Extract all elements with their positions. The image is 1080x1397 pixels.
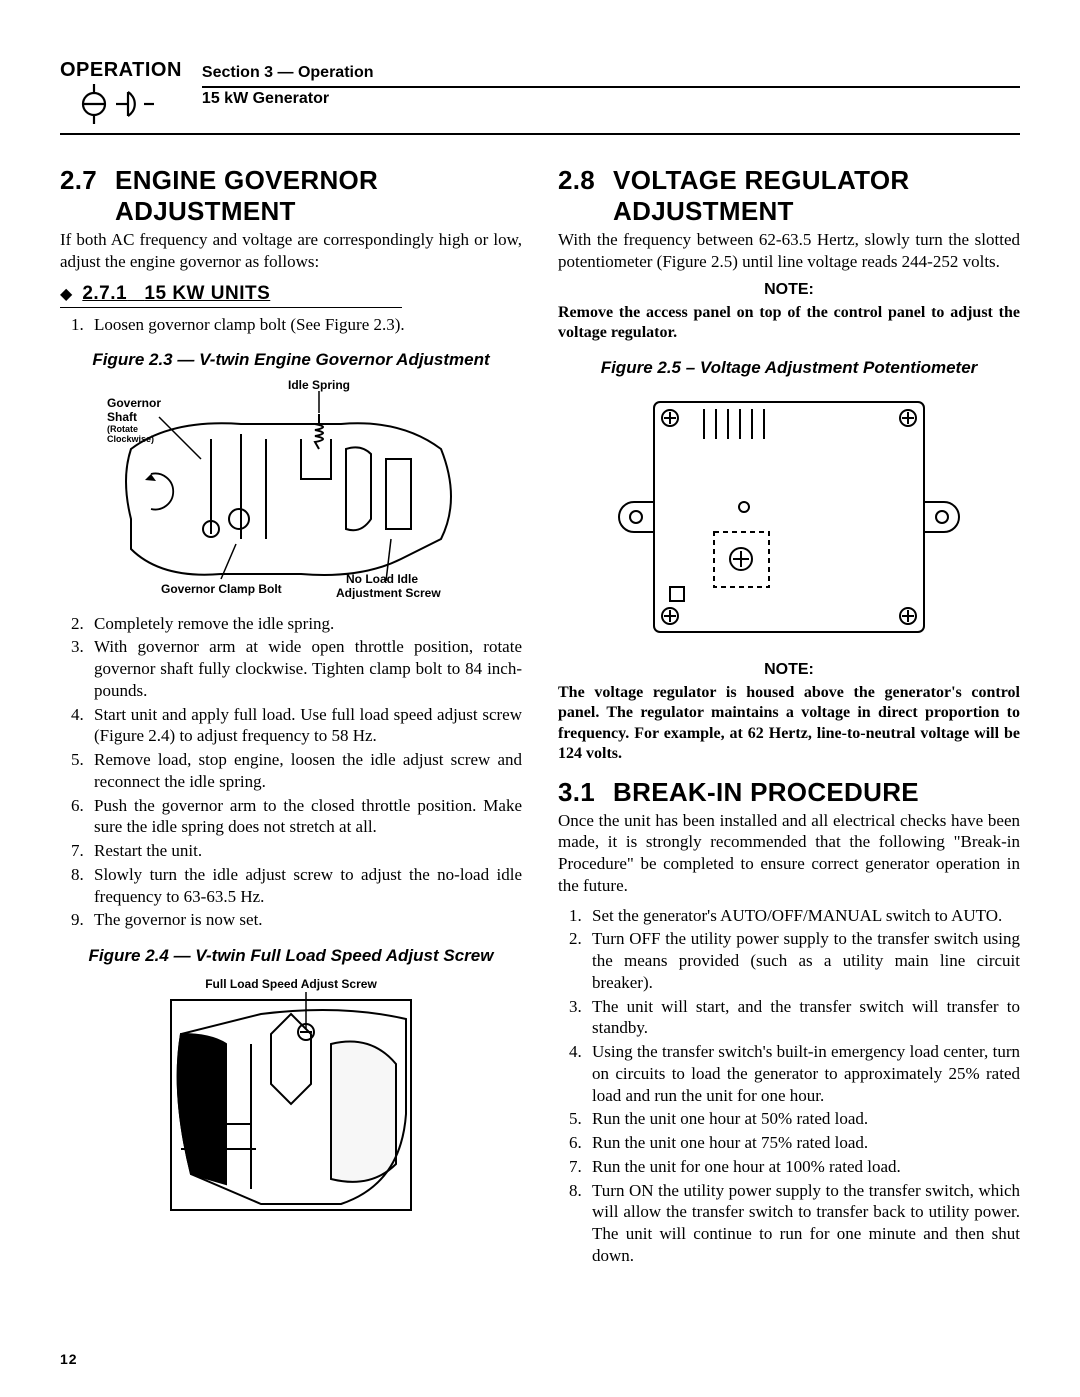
heading-title: BREAK-IN PROCEDURE xyxy=(613,777,1020,808)
step-list-1: Loosen governor clamp bolt (See Figure 2… xyxy=(60,314,522,336)
intro-2-7: If both AC frequency and voltage are cor… xyxy=(60,229,522,273)
list-item: Turn OFF the utility power supply to the… xyxy=(586,928,1020,993)
subhead-num: 2.7.1 xyxy=(82,283,127,304)
diamond-icon: ◆ xyxy=(60,284,72,304)
page-header: OPERATION Section 3 — Operation 15 kW Ge… xyxy=(60,60,1020,135)
operation-badge: OPERATION xyxy=(60,60,182,80)
list-item: The governor is now set. xyxy=(88,909,522,931)
list-item: Start unit and apply full load. Use full… xyxy=(88,704,522,748)
list-item: Run the unit for one hour at 100% rated … xyxy=(586,1156,1020,1178)
label-noload-1: No Load Idle xyxy=(346,572,418,586)
label-rotate-2: Clockwise) xyxy=(107,434,154,444)
figure-2-5-caption: Figure 2.5 – Voltage Adjustment Potentio… xyxy=(558,357,1020,378)
content-columns: 2.7 ENGINE GOVERNOR ADJUSTMENT If both A… xyxy=(60,165,1020,1269)
list-item: Completely remove the idle spring. xyxy=(88,613,522,635)
list-item: Loosen governor clamp bolt (See Figure 2… xyxy=(88,314,522,336)
subhead-text: 2.7.1 15 KW UNITS xyxy=(82,283,270,305)
list-item: Run the unit one hour at 50% rated load. xyxy=(586,1108,1020,1130)
list-item: Turn ON the utility power supply to the … xyxy=(586,1180,1020,1267)
subtitle-line: 15 kW Generator xyxy=(202,90,1020,108)
header-right: Section 3 — Operation 15 kW Generator xyxy=(202,60,1020,108)
note-body-1: Remove the access panel on top of the co… xyxy=(558,303,1020,344)
list-item: The unit will start, and the transfer sw… xyxy=(586,996,1020,1040)
figure-2-4: Full Load Speed Adjust Screw xyxy=(60,974,522,1214)
list-item: Slowly turn the idle adjust screw to adj… xyxy=(88,864,522,908)
label-gov-shaft-2: Shaft xyxy=(107,410,137,424)
intro-3-1: Once the unit has been installed and all… xyxy=(558,810,1020,897)
label-gov-shaft-1: Governor xyxy=(107,396,161,410)
operation-badge-block: OPERATION xyxy=(60,60,182,131)
list-item: Remove load, stop engine, loosen the idl… xyxy=(88,749,522,793)
label-fullload: Full Load Speed Adjust Screw xyxy=(205,977,377,991)
list-item: Run the unit one hour at 75% rated load. xyxy=(586,1132,1020,1154)
figure-2-4-caption: Figure 2.4 — V-twin Full Load Speed Adju… xyxy=(60,945,522,966)
operation-icon xyxy=(60,84,182,131)
figure-2-3: Idle Spring Governor Shaft (Rotate Clock… xyxy=(60,379,522,599)
page-number: 12 xyxy=(60,1351,78,1367)
figure-2-5 xyxy=(558,387,1020,647)
label-idle-spring: Idle Spring xyxy=(288,379,350,392)
heading-2-7: 2.7 ENGINE GOVERNOR ADJUSTMENT xyxy=(60,165,522,227)
list-item: Using the transfer switch's built-in eme… xyxy=(586,1041,1020,1106)
heading-3-1: 3.1 BREAK-IN PROCEDURE xyxy=(558,777,1020,808)
heading-title: ENGINE GOVERNOR ADJUSTMENT xyxy=(115,165,522,227)
heading-num: 2.7 xyxy=(60,165,97,196)
subheading-2-7-1: ◆ 2.7.1 15 KW UNITS xyxy=(60,283,402,308)
list-item: Set the generator's AUTO/OFF/MANUAL swit… xyxy=(586,905,1020,927)
list-item: Push the governor arm to the closed thro… xyxy=(88,795,522,839)
step-list-31: Set the generator's AUTO/OFF/MANUAL swit… xyxy=(558,905,1020,1267)
list-item: Restart the unit. xyxy=(88,840,522,862)
step-list-2: Completely remove the idle spring. With … xyxy=(60,613,522,932)
label-clamp-bolt: Governor Clamp Bolt xyxy=(161,582,282,596)
label-rotate-1: (Rotate xyxy=(107,424,138,434)
subhead-title: 15 KW UNITS xyxy=(144,283,270,304)
heading-num: 3.1 xyxy=(558,777,595,808)
heading-2-8: 2.8 VOLTAGE REGULATOR ADJUSTMENT xyxy=(558,165,1020,227)
figure-2-3-caption: Figure 2.3 — V-twin Engine Governor Adju… xyxy=(60,349,522,370)
heading-title: VOLTAGE REGULATOR ADJUSTMENT xyxy=(613,165,1020,227)
section-line: Section 3 — Operation xyxy=(202,64,1020,88)
label-noload-2: Adjustment Screw xyxy=(336,586,441,599)
note-label-1: NOTE: xyxy=(558,281,1020,299)
heading-num: 2.8 xyxy=(558,165,595,196)
right-column: 2.8 VOLTAGE REGULATOR ADJUSTMENT With th… xyxy=(558,165,1020,1269)
note-label-2: NOTE: xyxy=(558,661,1020,679)
list-item: With governor arm at wide open throttle … xyxy=(88,636,522,701)
intro-2-8: With the frequency between 62-63.5 Hertz… xyxy=(558,229,1020,273)
note-body-2: The voltage regulator is housed above th… xyxy=(558,683,1020,765)
left-column: 2.7 ENGINE GOVERNOR ADJUSTMENT If both A… xyxy=(60,165,522,1269)
